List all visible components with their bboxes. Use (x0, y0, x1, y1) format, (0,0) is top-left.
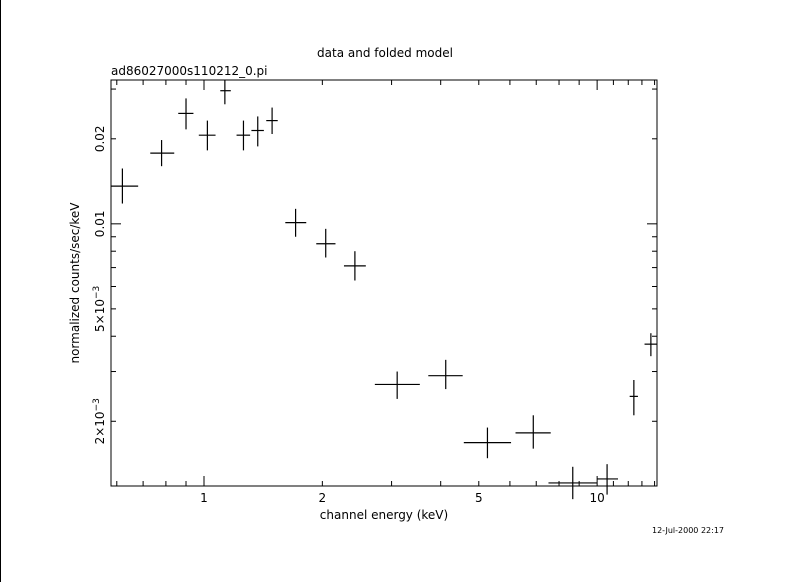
y-tick-label: 0.01 (93, 210, 107, 237)
data-point (515, 415, 551, 449)
y-tick-exponent: −3 (92, 286, 102, 299)
data-point (463, 427, 512, 459)
data-points (111, 80, 657, 500)
data-point (220, 80, 231, 105)
x-tick-label: 10 (589, 491, 604, 505)
data-point (150, 140, 175, 167)
data-point (548, 466, 598, 500)
data-point (316, 228, 336, 258)
data-point (374, 371, 420, 399)
data-point (597, 464, 618, 495)
x-tick-labels: 1 2 5 10 (200, 491, 605, 505)
data-point (428, 359, 463, 390)
chart-title: data and folded model (317, 46, 453, 60)
x-tick-label: 5 (475, 491, 483, 505)
y-tick-label: 2×10−3 (92, 398, 107, 444)
chart-subtitle: ad86027000s110212_0.pi (111, 64, 268, 78)
data-point (629, 379, 638, 416)
data-point (266, 107, 278, 134)
y-tick-label: 0.02 (93, 125, 107, 152)
data-point (285, 208, 307, 237)
timestamp: 12-Jul-2000 22:17 (652, 526, 724, 535)
data-point (343, 251, 366, 281)
data-point (111, 168, 139, 204)
window-left-border (0, 0, 1, 582)
y-tick-labels: 2×10−3 5×10−3 0.01 0.02 (92, 125, 107, 444)
x-tick-label: 2 (319, 491, 327, 505)
data-point (178, 98, 194, 130)
data-point (236, 120, 251, 151)
x-tick-label: 1 (200, 491, 208, 505)
data-point (251, 116, 264, 147)
y-axis-label: normalized counts/sec/keV (68, 202, 82, 364)
y-tick-exponent: −3 (92, 398, 102, 411)
data-point (198, 120, 216, 151)
axis-ticks (111, 80, 657, 486)
plot-frame (110, 79, 658, 487)
data-point (644, 333, 657, 357)
y-tick-label: 5×10−3 (92, 286, 107, 332)
x-axis-label: channel energy (keV) (320, 508, 448, 522)
